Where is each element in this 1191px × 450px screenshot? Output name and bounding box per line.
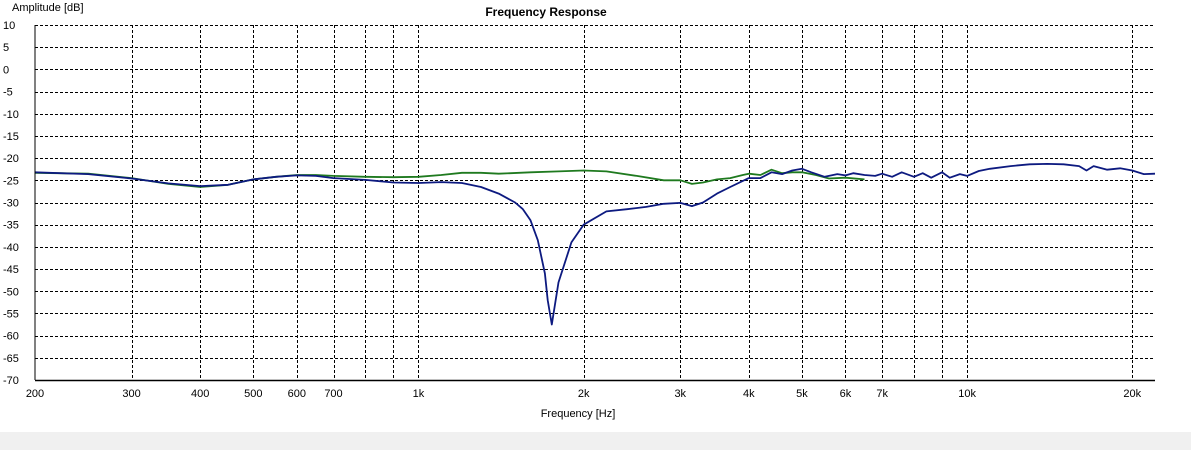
x-tick-label: 3k [674,388,686,400]
y-tick-label: -70 [3,375,19,387]
x-tick-label: 300 [122,388,140,400]
y-tick-label: 5 [3,42,9,54]
y-tick-label: -50 [3,286,19,298]
x-tick-label: 500 [244,388,262,400]
y-tick-label: 10 [3,20,15,32]
y-tick-label: -5 [3,87,13,99]
y-tick-label: -25 [3,175,19,187]
y-tick-label: 0 [3,64,9,76]
x-tick-label: 200 [26,388,44,400]
x-tick-label: 400 [191,388,209,400]
tick-labels: 10 5 0 -5 -10 -15 -20 -25 -30 -35 -40 -45 -50 -55 -60 -… [3,20,1142,400]
x-axis-label: Frequency [Hz] [541,408,616,420]
y-tick-label: -35 [3,220,19,232]
x-tick-label: 7k [876,388,888,400]
x-tick-label: 20k [1123,388,1141,400]
x-tick-label: 600 [288,388,306,400]
y-tick-label: -40 [3,242,19,254]
y-tick-label: -60 [3,331,19,343]
frequency-response-chart: 10 5 0 -5 -10 -15 -20 -25 -30 -35 -40 -45 -50 -55 -60 -… [0,0,1191,432]
chart-canvas: 10 5 0 -5 -10 -15 -20 -25 -30 -35 -40 -45 -50 -55 -60 -… [3,2,1156,420]
x-tick-label: 4k [743,388,755,400]
x-tick-label: 6k [840,388,852,400]
x-tick-label: 2k [578,388,590,400]
y-tick-label: -45 [3,264,19,276]
y-tick-label: -15 [3,131,19,143]
axes [34,25,1155,382]
x-tick-label: 1k [413,388,425,400]
y-tick-label: -30 [3,198,19,210]
y-tick-label: -65 [3,353,19,365]
y-tick-label: -10 [3,109,19,121]
x-tick-label: 5k [796,388,808,400]
series-group [34,162,1156,326]
grid [35,25,1155,380]
y-tick-label: -55 [3,308,19,320]
x-tick-label: 10k [958,388,976,400]
plot-area [35,25,1155,380]
background-strip [0,432,1191,450]
y-tick-label: -20 [3,153,19,165]
x-tick-label: 700 [324,388,342,400]
series-line-2 [34,162,1156,326]
chart-title: Frequency Response [485,5,607,19]
y-axis-label: Amplitude [dB] [12,2,84,14]
